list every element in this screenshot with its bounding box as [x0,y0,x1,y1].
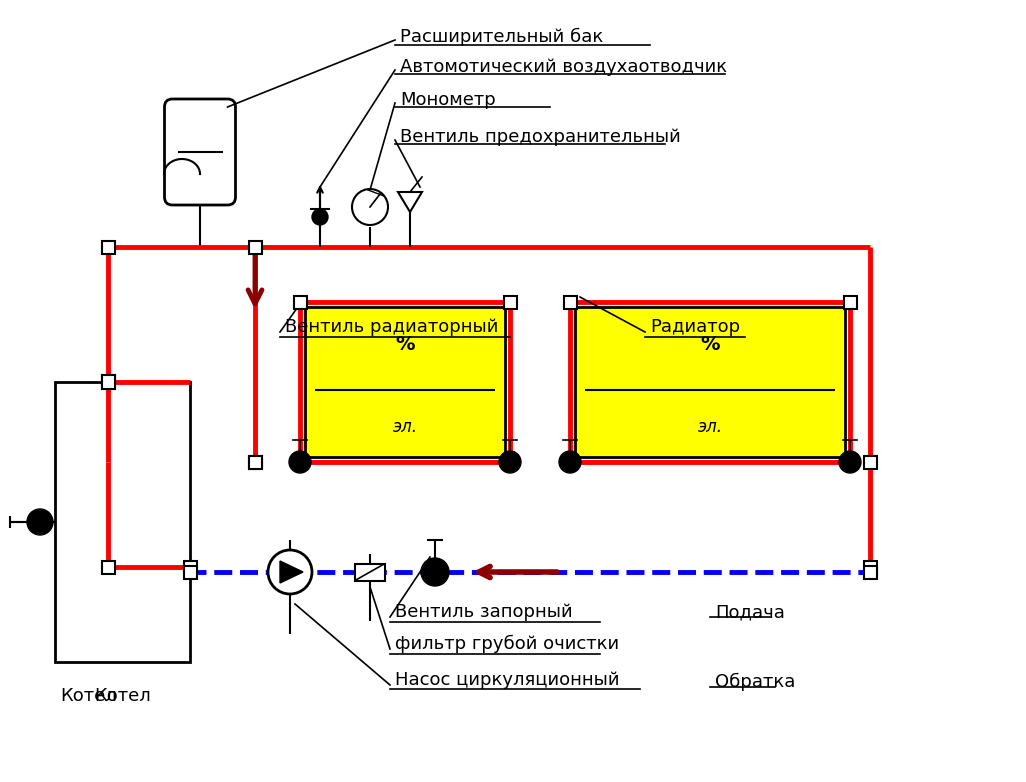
Bar [102,375,115,389]
Text: Котел: Котел [94,687,151,705]
Bar [575,307,845,457]
Text: Вентиль запорный: Вентиль запорный [395,603,573,621]
Circle shape [421,558,449,586]
Text: эл.: эл. [698,418,722,436]
Bar [563,296,577,309]
Bar [102,241,115,253]
Bar [248,455,262,468]
Bar [504,455,516,468]
Text: Автомотический воздухаотводчик: Автомотический воздухаотводчик [400,58,727,76]
Text: Обратка: Обратка [715,673,795,691]
Bar [102,375,115,389]
Bar [563,455,577,468]
Text: Котел: Котел [60,687,117,705]
Text: %: % [701,335,720,354]
Bar [184,565,197,579]
Text: %: % [395,335,415,354]
Bar [102,561,115,573]
Polygon shape [280,561,303,583]
Bar [843,296,857,309]
Circle shape [268,550,312,594]
Bar [55,382,190,662]
Bar [305,307,505,457]
Bar [293,455,307,468]
Text: эл.: эл. [393,418,418,436]
Circle shape [312,209,328,225]
Bar [504,296,516,309]
Text: Насос циркуляционный: Насос циркуляционный [395,671,620,689]
Text: Монометр: Монометр [400,91,496,109]
Text: Радиатор: Радиатор [650,318,740,336]
Bar [864,565,876,579]
FancyBboxPatch shape [164,99,236,205]
Bar [248,455,262,468]
Circle shape [289,451,311,473]
Bar [355,564,385,580]
Text: Расширительный бак: Расширительный бак [400,28,603,46]
Circle shape [499,451,521,473]
Bar [248,241,262,253]
Text: Подача: Подача [715,603,785,621]
Bar [843,455,857,468]
Text: Вентиль предохранительный: Вентиль предохранительный [400,128,680,146]
Text: фильтр грубой очистки: фильтр грубой очистки [395,635,619,653]
Polygon shape [398,192,422,212]
Bar [293,296,307,309]
Circle shape [352,189,388,225]
Bar [864,455,876,468]
Circle shape [839,451,861,473]
Circle shape [27,509,53,535]
Text: Вентиль радиаторный: Вентиль радиаторный [285,318,499,336]
Circle shape [559,451,581,473]
Bar [864,561,876,573]
Bar [184,561,197,573]
